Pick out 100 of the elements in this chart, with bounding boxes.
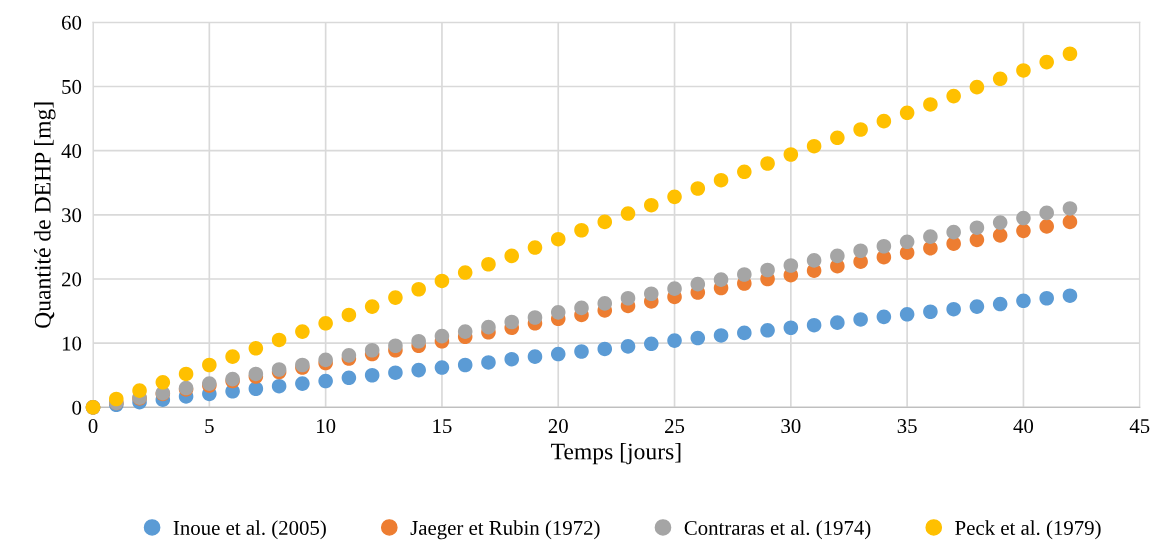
point [481, 256, 496, 272]
x-tick-label: 35 [897, 419, 917, 434]
point [992, 215, 1008, 230]
x-axis-title: Temps [jours] [551, 442, 681, 465]
legend-label: Inoue et al. (2005) [173, 520, 326, 540]
point [899, 234, 915, 250]
point [690, 276, 706, 292]
point [667, 189, 682, 205]
point [411, 281, 426, 297]
point [992, 71, 1008, 87]
y-tick-label: 50 [62, 79, 82, 94]
point [1062, 46, 1078, 62]
point [806, 253, 822, 268]
point [341, 307, 357, 323]
point [504, 248, 519, 264]
x-tick-label: 0 [88, 419, 98, 434]
point [969, 299, 985, 314]
point [132, 383, 147, 398]
point [923, 97, 938, 112]
point [364, 367, 380, 383]
point [1016, 63, 1031, 78]
point [1039, 290, 1054, 306]
point [644, 197, 659, 213]
point [550, 231, 566, 247]
point [620, 290, 636, 306]
point [388, 365, 403, 380]
point [992, 228, 1008, 243]
y-tick-label: 40 [61, 144, 82, 159]
point [667, 281, 682, 296]
point [923, 304, 938, 320]
point [597, 214, 613, 230]
point [481, 319, 496, 335]
point [876, 238, 892, 254]
point [341, 370, 357, 386]
point [783, 258, 799, 273]
point [969, 79, 985, 95]
x-tick-label: 45 [1129, 419, 1150, 434]
point [923, 229, 938, 244]
point [364, 299, 380, 314]
legend-label: Jaeger et Rubin (1972) [410, 520, 600, 540]
point [620, 339, 636, 354]
point [853, 243, 868, 259]
y-tick-label: 10 [62, 336, 82, 351]
point [574, 344, 589, 359]
point [946, 224, 961, 240]
point [1039, 54, 1054, 70]
point [411, 362, 426, 378]
y-axis-title: Quantité de DEHP [mg] [34, 102, 56, 328]
point [457, 357, 473, 373]
point [969, 232, 985, 248]
point [574, 300, 589, 316]
point [713, 328, 729, 343]
point [806, 317, 822, 333]
point [876, 113, 892, 129]
legend-label: Contraras et al. (1974) [684, 520, 871, 540]
x-tick-label: 25 [665, 419, 685, 434]
point [364, 342, 380, 358]
point [318, 373, 333, 389]
point [760, 262, 775, 278]
point [830, 130, 845, 146]
point [969, 220, 985, 235]
point [737, 164, 752, 180]
point [434, 360, 450, 375]
point [248, 381, 264, 397]
point [992, 296, 1008, 312]
point [527, 240, 543, 255]
point [527, 349, 543, 364]
point [1039, 205, 1054, 221]
point [481, 355, 496, 370]
y-tick-label: 20 [62, 272, 82, 287]
point [853, 312, 868, 327]
point [690, 181, 706, 196]
point [713, 272, 729, 287]
point [620, 206, 636, 221]
point [783, 320, 799, 336]
point [457, 324, 473, 339]
point [644, 336, 659, 352]
point [1016, 223, 1031, 239]
point [830, 315, 845, 330]
point [504, 314, 519, 330]
point [248, 341, 264, 356]
point [109, 391, 124, 407]
legend-label: Peck et al. (1979) [955, 520, 1101, 540]
point [1016, 293, 1031, 309]
point [388, 290, 403, 305]
point [388, 338, 403, 354]
point [760, 156, 775, 171]
point [1062, 214, 1078, 230]
point [504, 351, 519, 367]
point [597, 296, 613, 311]
point [411, 333, 426, 349]
point [295, 376, 310, 391]
point [457, 265, 473, 280]
x-tick-label: 5 [205, 419, 214, 434]
point [271, 332, 287, 348]
point [713, 172, 729, 188]
x-tick-label: 30 [781, 419, 801, 434]
y-tick-label: 0 [72, 400, 82, 415]
point [690, 330, 706, 346]
point [1016, 210, 1031, 226]
